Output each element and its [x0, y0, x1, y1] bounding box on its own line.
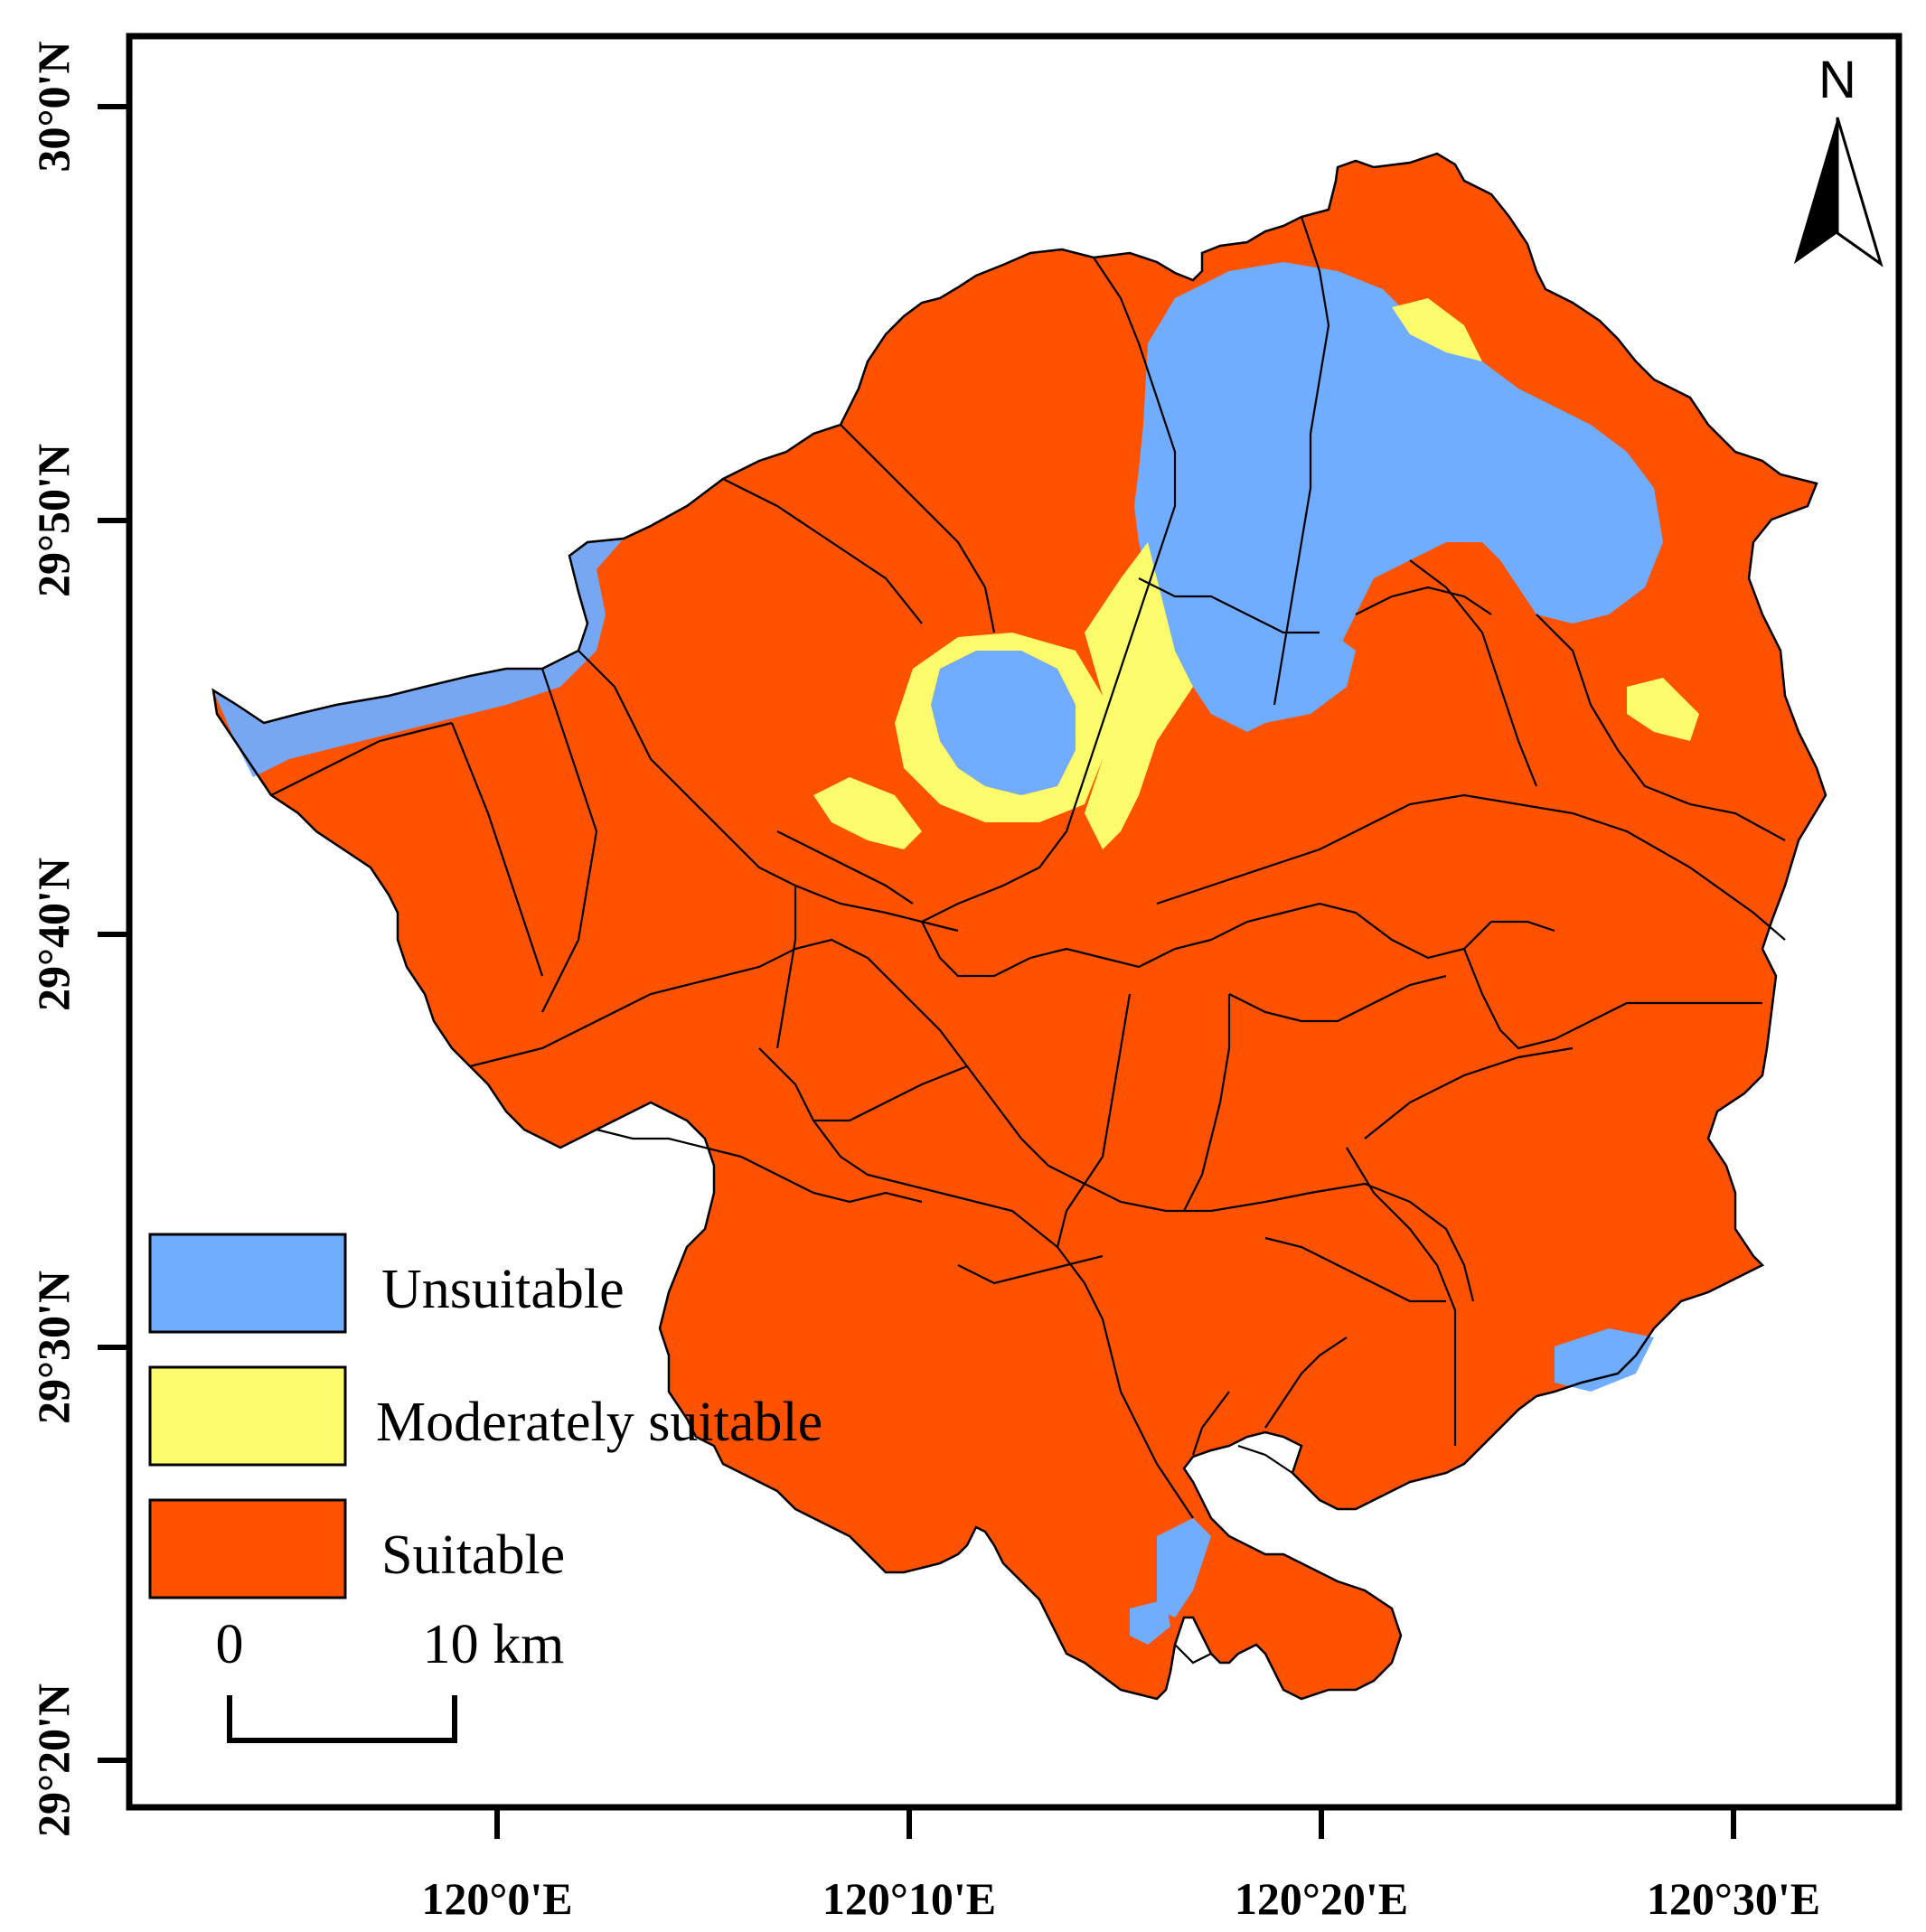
north-arrow-icon — [1794, 117, 1837, 264]
x-tick-label-2: 120°10'E — [822, 1873, 996, 1924]
y-tick-label-5: 29°20'N — [28, 1683, 79, 1837]
y-tick-label-3: 29°40'N — [28, 858, 79, 1011]
moderate-zone-corridor — [1085, 542, 1193, 849]
y-tick-label-1: 30°0'N — [28, 42, 79, 173]
legend-swatch-suitable — [148, 1498, 347, 1599]
north-arrow-label: N — [1818, 51, 1856, 109]
study-area-outline — [211, 152, 1827, 1701]
unsuitable-zones — [213, 262, 1663, 1645]
legend-label-unsuitable: Unsuitable — [381, 1259, 625, 1320]
unsuitable-zone-east — [1211, 614, 1356, 723]
north-arrow-outline-icon — [1836, 117, 1884, 267]
scale-bar-end-label: 10 km — [423, 1614, 565, 1675]
scale-bar-line — [227, 1695, 457, 1743]
x-axis — [494, 1807, 1736, 1839]
x-tick-label-1: 120°0'E — [421, 1873, 572, 1924]
legend: Unsuitable Moderately suitable Suitable — [148, 1233, 822, 1599]
north-arrow: N — [1794, 51, 1884, 267]
y-tick-label-4: 29°30'N — [28, 1271, 79, 1424]
unsuitable-zone-west-fringe — [213, 539, 624, 777]
legend-swatch-unsuitable — [148, 1233, 347, 1334]
moderate-zone-northeast — [1392, 298, 1482, 361]
unsuitable-zone-southeast — [1555, 1328, 1654, 1392]
moderate-zone-west-arc — [813, 777, 922, 849]
moderate-zone-ring-center — [895, 633, 1103, 822]
x-tick-label-3: 120°20'E — [1235, 1873, 1408, 1924]
sub-basin-boundaries — [270, 216, 1786, 1665]
legend-label-moderately-suitable: Moderately suitable — [376, 1392, 822, 1453]
unsuitable-zone-north — [1134, 262, 1663, 732]
unsuitable-zone-center — [931, 651, 1076, 795]
scale-bar: 0 10 km — [216, 1614, 565, 1743]
legend-swatch-moderately-suitable — [148, 1365, 347, 1467]
y-axis — [98, 104, 129, 1763]
moderate-zone-east-patch — [1627, 678, 1699, 741]
y-tick-label-2: 29°50'N — [28, 444, 79, 597]
unsuitable-zone-south — [1157, 1518, 1211, 1618]
moderately-suitable-zones — [813, 298, 1699, 849]
scale-bar-start-label: 0 — [216, 1614, 244, 1675]
unsuitable-zone-southwest-tip — [1130, 1599, 1170, 1645]
x-tick-label-4: 120°30'E — [1647, 1873, 1820, 1924]
legend-label-suitable: Suitable — [381, 1524, 565, 1586]
